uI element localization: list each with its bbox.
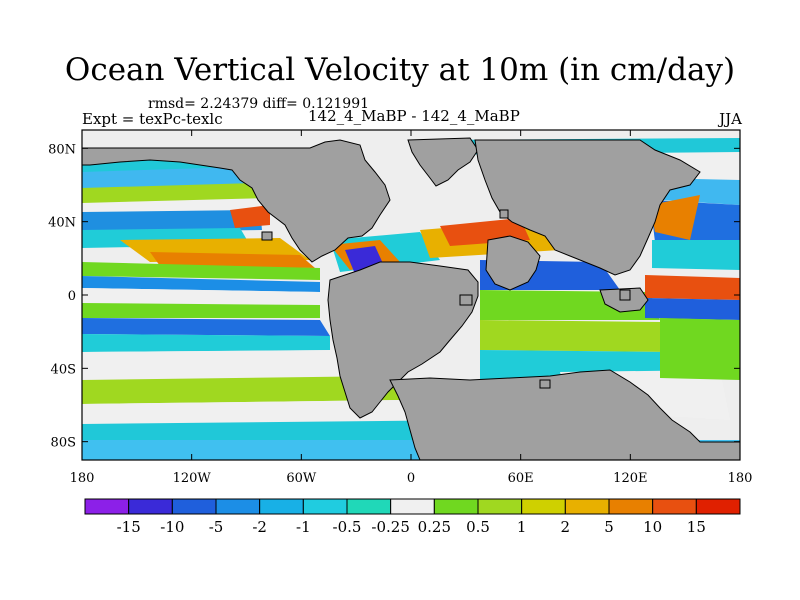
lon-label: 120E: [613, 471, 647, 486]
colorbar-label: 2: [561, 518, 571, 536]
land-island: [539, 379, 551, 389]
colorbar-swatch: [302, 498, 348, 515]
colorbar-swatch: [171, 498, 217, 515]
model-label: 142_4_MaBP - 142_4_MaBP: [308, 107, 520, 125]
lat-label: 80N: [48, 142, 76, 157]
land-north-america: [82, 139, 391, 263]
latitude-axis: 80N 40N 0 40S 80S: [48, 142, 740, 451]
colorbar-swatch: [608, 498, 654, 515]
land-island: [619, 289, 631, 301]
colorbar-swatch: [259, 498, 304, 515]
land-greenland: [407, 137, 479, 187]
stats-line: rmsd= 2.24379 diff= 0.121991: [148, 96, 370, 112]
lat-label: 40S: [51, 362, 76, 377]
colorbar-swatch: [84, 498, 130, 515]
colorbar-swatch: [390, 498, 435, 515]
colorbar-swatch: [215, 498, 261, 515]
plot-title: Ocean Vertical Velocity at 10m (in cm/da…: [64, 52, 736, 88]
lon-label: 60E: [508, 471, 534, 486]
season-label: JJA: [719, 110, 742, 128]
colorbar-label: 15: [687, 518, 706, 536]
colorbar-label: -0.25: [371, 518, 409, 536]
land-antarctica: [389, 369, 740, 460]
lat-label: 40N: [48, 216, 76, 231]
lon-label: 0: [407, 471, 415, 486]
colorbar-label: -10: [160, 518, 184, 536]
colorbar-label: -0.5: [333, 518, 362, 536]
colorbar-label: -5: [209, 518, 224, 536]
lon-label: 180: [70, 471, 95, 486]
colorbar-swatch: [652, 498, 697, 515]
colorbar-swatch: [695, 498, 741, 515]
colorbar-label: -15: [117, 518, 141, 536]
lon-label: 120W: [173, 471, 212, 486]
colorbar-label: 0.5: [466, 518, 490, 536]
experiment-label: Expt = texPc-texlc: [82, 110, 223, 128]
colorbar-swatch: [128, 498, 173, 515]
lat-label: 0: [68, 289, 76, 304]
colorbar-labels: -15 -10 -5 -2 -1 -0.5 -0.25 0.25 0.5 1 2 5 10 15: [117, 518, 706, 536]
colorbar-label: 5: [604, 518, 614, 536]
colorbar-label: 10: [643, 518, 662, 536]
land-island: [459, 294, 473, 306]
lat-label: 80S: [51, 436, 76, 451]
longitude-axis: 180 120W 60W 0 60E 120E 180: [70, 130, 753, 486]
land-island: [261, 231, 273, 241]
land-south-america: [327, 261, 479, 419]
colorbar-label: 0.25: [418, 518, 451, 536]
colorbar-swatch: [346, 498, 392, 515]
colorbar-label: -1: [296, 518, 311, 536]
lon-label: 180: [728, 471, 753, 486]
colorbar: [84, 498, 741, 515]
colorbar-swatch: [564, 498, 610, 515]
colorbar-label: 1: [517, 518, 527, 536]
land-africa: [485, 235, 541, 291]
colorbar-swatch: [477, 498, 523, 515]
lon-label: 60W: [286, 471, 317, 486]
colorbar-label: -2: [252, 518, 267, 536]
colorbar-swatch: [433, 498, 479, 515]
land-masses: [82, 137, 740, 460]
map-panel: [82, 130, 740, 460]
colorbar-swatch: [521, 498, 566, 515]
land-island: [499, 209, 509, 219]
